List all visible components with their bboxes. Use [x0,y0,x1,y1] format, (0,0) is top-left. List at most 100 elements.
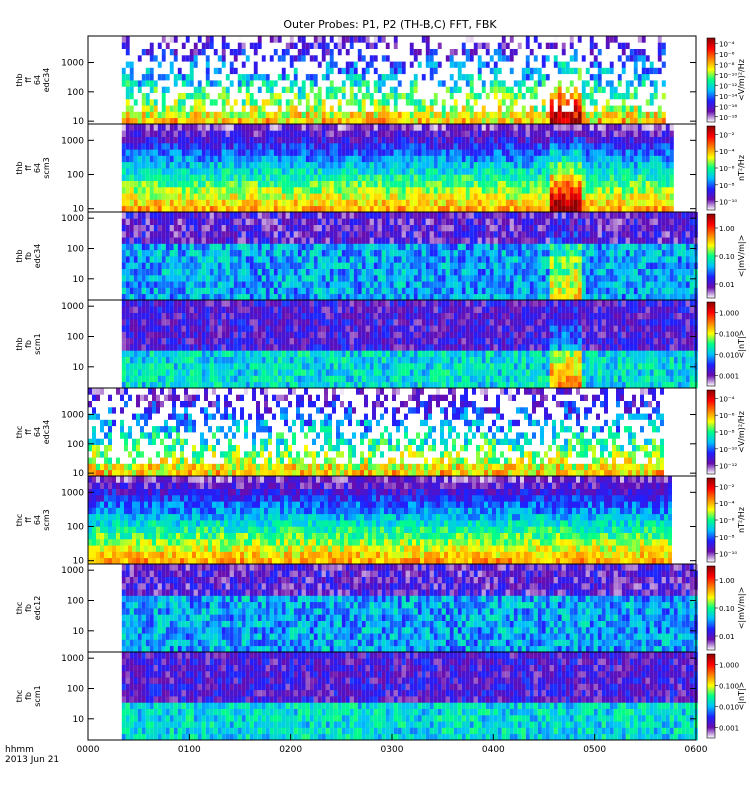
x-tick-label: 0300 [381,745,404,755]
panel-label-sensor: scm3 [42,509,51,530]
y-tick-label: 100 [67,88,84,98]
colorbar-label: nT²/Hz [737,507,746,533]
colorbar [707,654,715,738]
colorbar-tick-label: 0.10 [719,605,735,613]
y-tick-label: 100 [67,596,84,606]
colorbar-tick-label: 1.000 [719,310,739,318]
panel-label-probe: thc [15,690,24,703]
panel-label-probe: thb [15,73,24,86]
heatmap-cells [122,36,666,124]
colorbar-tick-label: 10⁻¹⁰ [719,199,737,207]
colorbar-tick-label: 10⁻¹⁴ [719,93,737,101]
colorbar [707,38,715,122]
panel-label-rate: 64 [33,75,42,85]
y-tick-label: 100 [67,170,84,180]
colorbar-label: <|mV/m|> [737,235,746,278]
panel-label-rate: 64 [33,427,42,437]
heatmap-cells [122,300,698,388]
colorbar-tick-label: 0.01 [719,281,735,289]
colorbar-tick-label: 1.00 [719,577,735,585]
colorbar [707,302,715,386]
panel-label-mode: fb [24,252,33,260]
y-tick-label: 1000 [61,302,84,312]
colorbar-tick-label: 0.001 [719,725,739,733]
colorbar-tick-label: 10⁻¹⁰ [719,551,737,559]
y-tick-label: 10 [73,469,85,479]
colorbar-tick-label: 10⁻⁴ [719,500,735,508]
y-tick-label: 100 [67,440,84,450]
y-tick-label: 10 [73,275,85,285]
panel-label-probe: thc [15,426,24,439]
figure-title: Outer Probes: P1, P2 (TH-B,C) FFT, FBK [283,18,497,31]
y-tick-label: 100 [67,684,84,694]
colorbar-tick-label: 10⁻⁸ [719,61,735,69]
colorbar [707,214,715,298]
heatmap-cells [88,476,672,564]
x-tick-label: 0100 [178,745,201,755]
panel-label-mode: fb [24,604,33,612]
colorbar-label: <V/m)²/Hz [737,411,746,453]
y-tick-label: 1000 [61,214,84,224]
panel-label-rate: edc12 [33,596,42,621]
y-tick-label: 10 [73,117,85,127]
colorbar-tick-label: 10⁻⁸ [719,182,735,190]
colorbar-tick-label: 10⁻¹² [719,82,737,90]
panel-label-mode: fb [24,340,33,348]
colorbar-tick-label: 10⁻¹⁰ [719,446,737,454]
y-tick-label: 1000 [61,410,84,420]
colorbar-tick-label: 10⁻¹⁸ [719,114,737,122]
colorbar-tick-label: 10⁻² [719,483,735,491]
y-tick-label: 1000 [61,488,84,498]
x-axis-label-date: 2013 Jun 21 [5,755,59,765]
colorbar [707,126,715,210]
panel-label-sensor: edc34 [42,68,51,93]
y-tick-label: 100 [67,244,84,254]
panel-label-sensor: edc34 [42,420,51,445]
colorbar-tick-label: 0.001 [719,373,739,381]
x-tick-label: 0400 [482,745,505,755]
colorbar-tick-label: 10⁻² [719,131,735,139]
y-tick-label: 1000 [61,136,84,146]
colorbar-tick-label: 0.01 [719,633,735,641]
panel-label-probe: thb [15,337,24,350]
panel-label-probe: thb [15,249,24,262]
panel-label-sensor: scm3 [42,157,51,178]
y-tick-label: 10 [73,627,85,637]
y-tick-label: 100 [67,332,84,342]
colorbar-label: <|nT|> [737,682,746,711]
y-tick-label: 10 [73,557,85,567]
x-tick-label: 0200 [279,745,302,755]
colorbar [707,478,715,562]
panel-label-mode: ff [24,517,33,523]
colorbar-tick-label: 10⁻⁶ [719,165,735,173]
colorbar-tick-label: 10⁻⁴ [719,148,735,156]
heatmap-cells [122,652,698,740]
colorbar-tick-label: 10⁻¹² [719,463,737,471]
colorbar-label: <|nT|> [737,330,746,359]
panel-label-mode: ff [24,77,33,83]
panel-label-mode: ff [24,165,33,171]
panel-label-rate: scm1 [33,333,42,354]
panel-label-probe: thc [15,514,24,527]
heatmap-cells [122,212,698,300]
heatmap-cells [122,564,698,652]
panel-label-probe: thc [15,602,24,615]
y-tick-label: 10 [73,205,85,215]
colorbar-tick-label: 10⁻⁶ [719,517,735,525]
panel-label-mode: ff [24,429,33,435]
y-tick-label: 1000 [61,566,84,576]
colorbar-tick-label: 10⁻¹⁰ [719,72,737,80]
colorbar-tick-label: 0.10 [719,253,735,261]
colorbar-label: nT²/Hz [737,155,746,181]
colorbar-tick-label: 10⁻⁶ [719,51,735,59]
